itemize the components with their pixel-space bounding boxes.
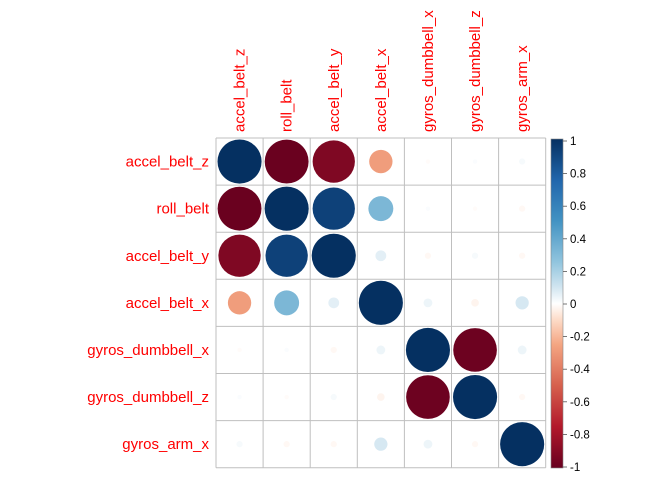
correlation-circle-gyros_arm_x-gyros_dumbbell_z (471, 441, 479, 448)
correlation-circle-accel_belt_y-gyros_dumbbell_z (471, 252, 479, 259)
correlation-circle-gyros_dumbbell_x-gyros_dumbbell_x (405, 327, 451, 373)
row-label-accel_belt_z: accel_belt_z (126, 154, 209, 171)
correlation-circle-gyros_arm_x-accel_belt_y (330, 441, 337, 448)
row-label-roll_belt: roll_belt (156, 201, 209, 218)
column-label-gyros_dumbbell_z: gyros_dumbbell_z (467, 10, 484, 132)
correlation-circle-gyros_dumbbell_z-accel_belt_x (377, 393, 385, 401)
correlation-circles (217, 139, 545, 467)
correlation-circle-gyros_dumbbell_x-gyros_dumbbell_z (453, 328, 497, 372)
correlation-circle-roll_belt-accel_belt_x (368, 196, 394, 222)
colorbar-tick-label: -0.2 (570, 332, 590, 344)
column-label-accel_belt_y: accel_belt_y (326, 48, 343, 132)
correlation-circle-gyros_dumbbell_x-accel_belt_z (237, 347, 242, 353)
correlation-circle-gyros_arm_x-gyros_arm_x (500, 422, 545, 467)
correlation-circle-roll_belt-accel_belt_y (312, 187, 355, 230)
correlation-circle-accel_belt_y-accel_belt_z (218, 234, 261, 277)
correlation-circle-accel_belt_z-gyros_arm_x (519, 158, 526, 165)
colorbar-tick-label: 0.2 (570, 266, 586, 278)
correlation-circle-gyros_arm_x-accel_belt_x (374, 437, 388, 451)
column-labels: accel_belt_z roll_belt accel_belt_y accel_b… (232, 10, 532, 132)
column-label-gyros_arm_x: gyros_arm_x (514, 45, 531, 132)
column-label-accel_belt_x: accel_belt_x (373, 48, 390, 132)
correlation-circle-gyros_dumbbell_z-gyros_arm_x (519, 393, 526, 401)
correlation-circle-accel_belt_y-accel_belt_y (311, 233, 356, 278)
correlation-circle-accel_belt_z-roll_belt (264, 139, 309, 184)
correlation-circle-accel_belt_y-accel_belt_x (375, 250, 387, 262)
correlation-circle-gyros_dumbbell_z-roll_belt (284, 394, 289, 400)
correlation-circle-roll_belt-gyros_dumbbell_x (425, 206, 431, 211)
correlation-circle-accel_belt_y-gyros_arm_x (519, 252, 526, 259)
colorbar-tick-label: 0.6 (570, 201, 586, 213)
colorbar-tick-label: -0.6 (570, 397, 590, 409)
colorbar-tick-label: 0.8 (570, 169, 586, 181)
row-label-gyros_arm_x: gyros_arm_x (122, 436, 209, 453)
correlation-circle-roll_belt-accel_belt_z (217, 186, 262, 231)
colorbar-tick-label: -0.4 (570, 364, 590, 376)
correlation-circle-accel_belt_x-accel_belt_y (328, 297, 340, 309)
correlation-circle-accel_belt_x-accel_belt_z (227, 291, 252, 315)
correlation-circle-gyros_dumbbell_x-roll_belt (284, 347, 289, 353)
correlation-circle-gyros_dumbbell_x-accel_belt_x (376, 345, 386, 355)
correlation-circle-accel_belt_z-accel_belt_x (369, 149, 393, 174)
column-label-gyros_dumbbell_x: gyros_dumbbell_x (420, 10, 437, 132)
colorbar-tick-label: -0.8 (570, 429, 590, 441)
color-legend: 1 0.8 0.6 0.4 0.2 0 -0.2 -0.4 -0.6 -0.8 -1 (550, 136, 590, 474)
correlation-circle-gyros_dumbbell_x-accel_belt_y (330, 346, 337, 354)
correlation-circle-accel_belt_z-accel_belt_z (217, 139, 262, 184)
correlation-circle-gyros_arm_x-roll_belt (283, 441, 290, 448)
row-label-accel_belt_y: accel_belt_y (126, 248, 210, 265)
correlation-circle-accel_belt_x-gyros_dumbbell_z (471, 299, 479, 307)
colorbar-tick-label: 1 (570, 136, 576, 148)
correlation-circle-accel_belt_z-accel_belt_y (312, 140, 355, 183)
correlation-circle-accel_belt_y-roll_belt (265, 234, 308, 277)
correlation-circle-accel_belt_y-gyros_dumbbell_x (424, 252, 432, 259)
correlation-circle-gyros_dumbbell_z-gyros_dumbbell_z (453, 375, 498, 420)
correlation-circle-roll_belt-gyros_arm_x (519, 205, 526, 212)
correlation-circle-gyros_arm_x-gyros_dumbbell_x (423, 439, 433, 449)
correlation-circle-gyros_dumbbell_z-gyros_dumbbell_x (406, 375, 450, 419)
correlation-circle-roll_belt-roll_belt (264, 186, 309, 231)
correlation-circle-roll_belt-gyros_dumbbell_z (472, 206, 478, 211)
column-label-roll_belt: roll_belt (279, 79, 296, 132)
correlation-circle-accel_belt_x-gyros_arm_x (515, 296, 529, 310)
correlation-circle-gyros_dumbbell_x-gyros_arm_x (517, 345, 527, 355)
colorbar-gradient (550, 138, 564, 469)
matrix-grid (215, 137, 547, 469)
correlation-circle-accel_belt_x-accel_belt_x (358, 280, 403, 325)
correlation-circle-gyros_dumbbell_z-accel_belt_z (237, 394, 242, 400)
correlation-circle-gyros_arm_x-accel_belt_z (236, 441, 243, 448)
colorbar-tick-label: 0.4 (570, 234, 587, 246)
row-label-accel_belt_x: accel_belt_x (126, 295, 210, 312)
column-label-accel_belt_z: accel_belt_z (232, 49, 249, 132)
colorbar-tick-label: -1 (570, 462, 580, 474)
colorbar-tick-label: 0 (570, 299, 576, 311)
correlation-circle-accel_belt_x-gyros_dumbbell_x (423, 298, 433, 308)
row-label-gyros_dumbbell_z: gyros_dumbbell_z (87, 389, 209, 406)
correlation-circle-gyros_dumbbell_z-accel_belt_y (330, 393, 337, 401)
row-label-gyros_dumbbell_x: gyros_dumbbell_x (87, 342, 209, 359)
correlation-circle-accel_belt_z-gyros_dumbbell_x (425, 159, 431, 164)
row-labels: accel_belt_z roll_belt accel_belt_y accel_b… (87, 154, 210, 454)
correlation-circle-accel_belt_z-gyros_dumbbell_z (472, 159, 478, 164)
correlation-circle-accel_belt_x-roll_belt (274, 290, 300, 316)
